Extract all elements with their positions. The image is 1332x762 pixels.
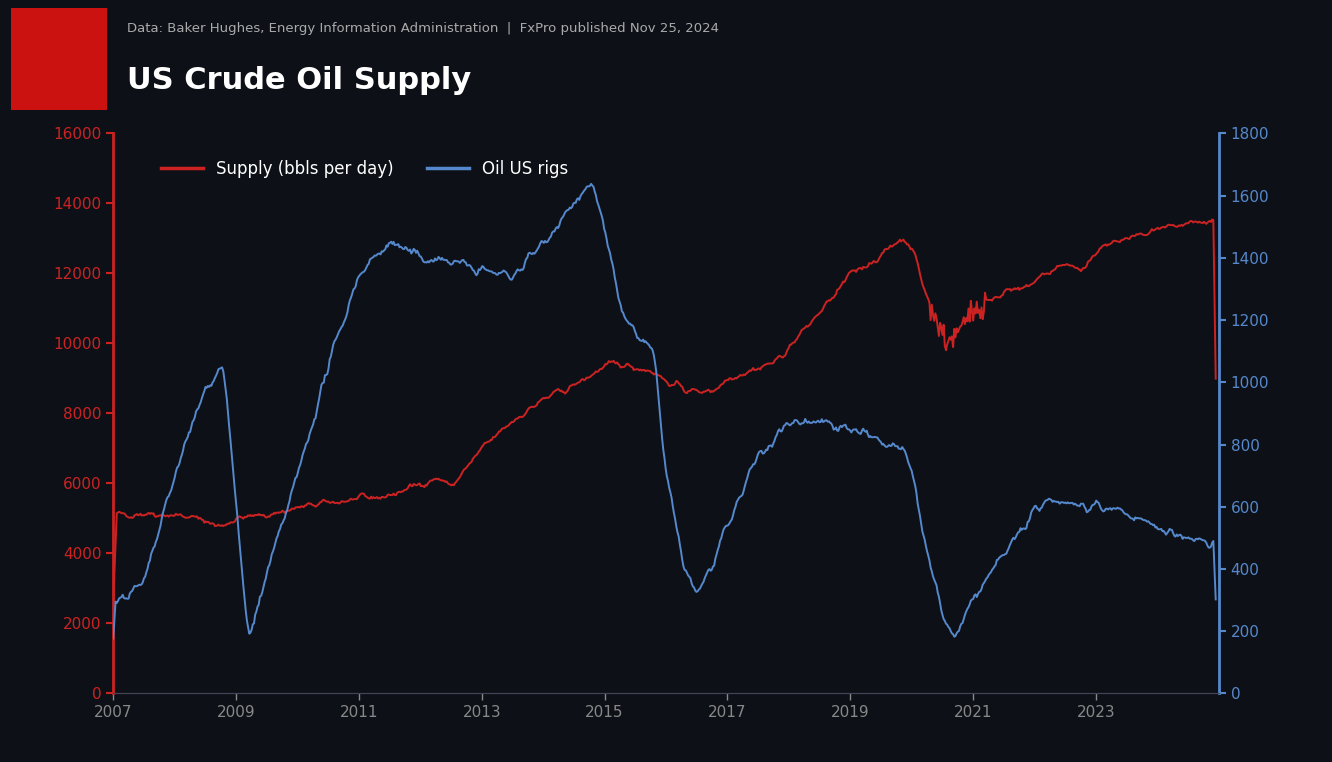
Text: Data: Baker Hughes, Energy Information Administration  |  FxPro published Nov 25: Data: Baker Hughes, Energy Information A… (127, 22, 718, 35)
Text: US Crude Oil Supply: US Crude Oil Supply (127, 66, 470, 94)
Text: FxPro: FxPro (29, 50, 88, 68)
Legend: Supply (bbls per day), Oil US rigs: Supply (bbls per day), Oil US rigs (155, 153, 575, 184)
Bar (11, 8, 107, 110)
